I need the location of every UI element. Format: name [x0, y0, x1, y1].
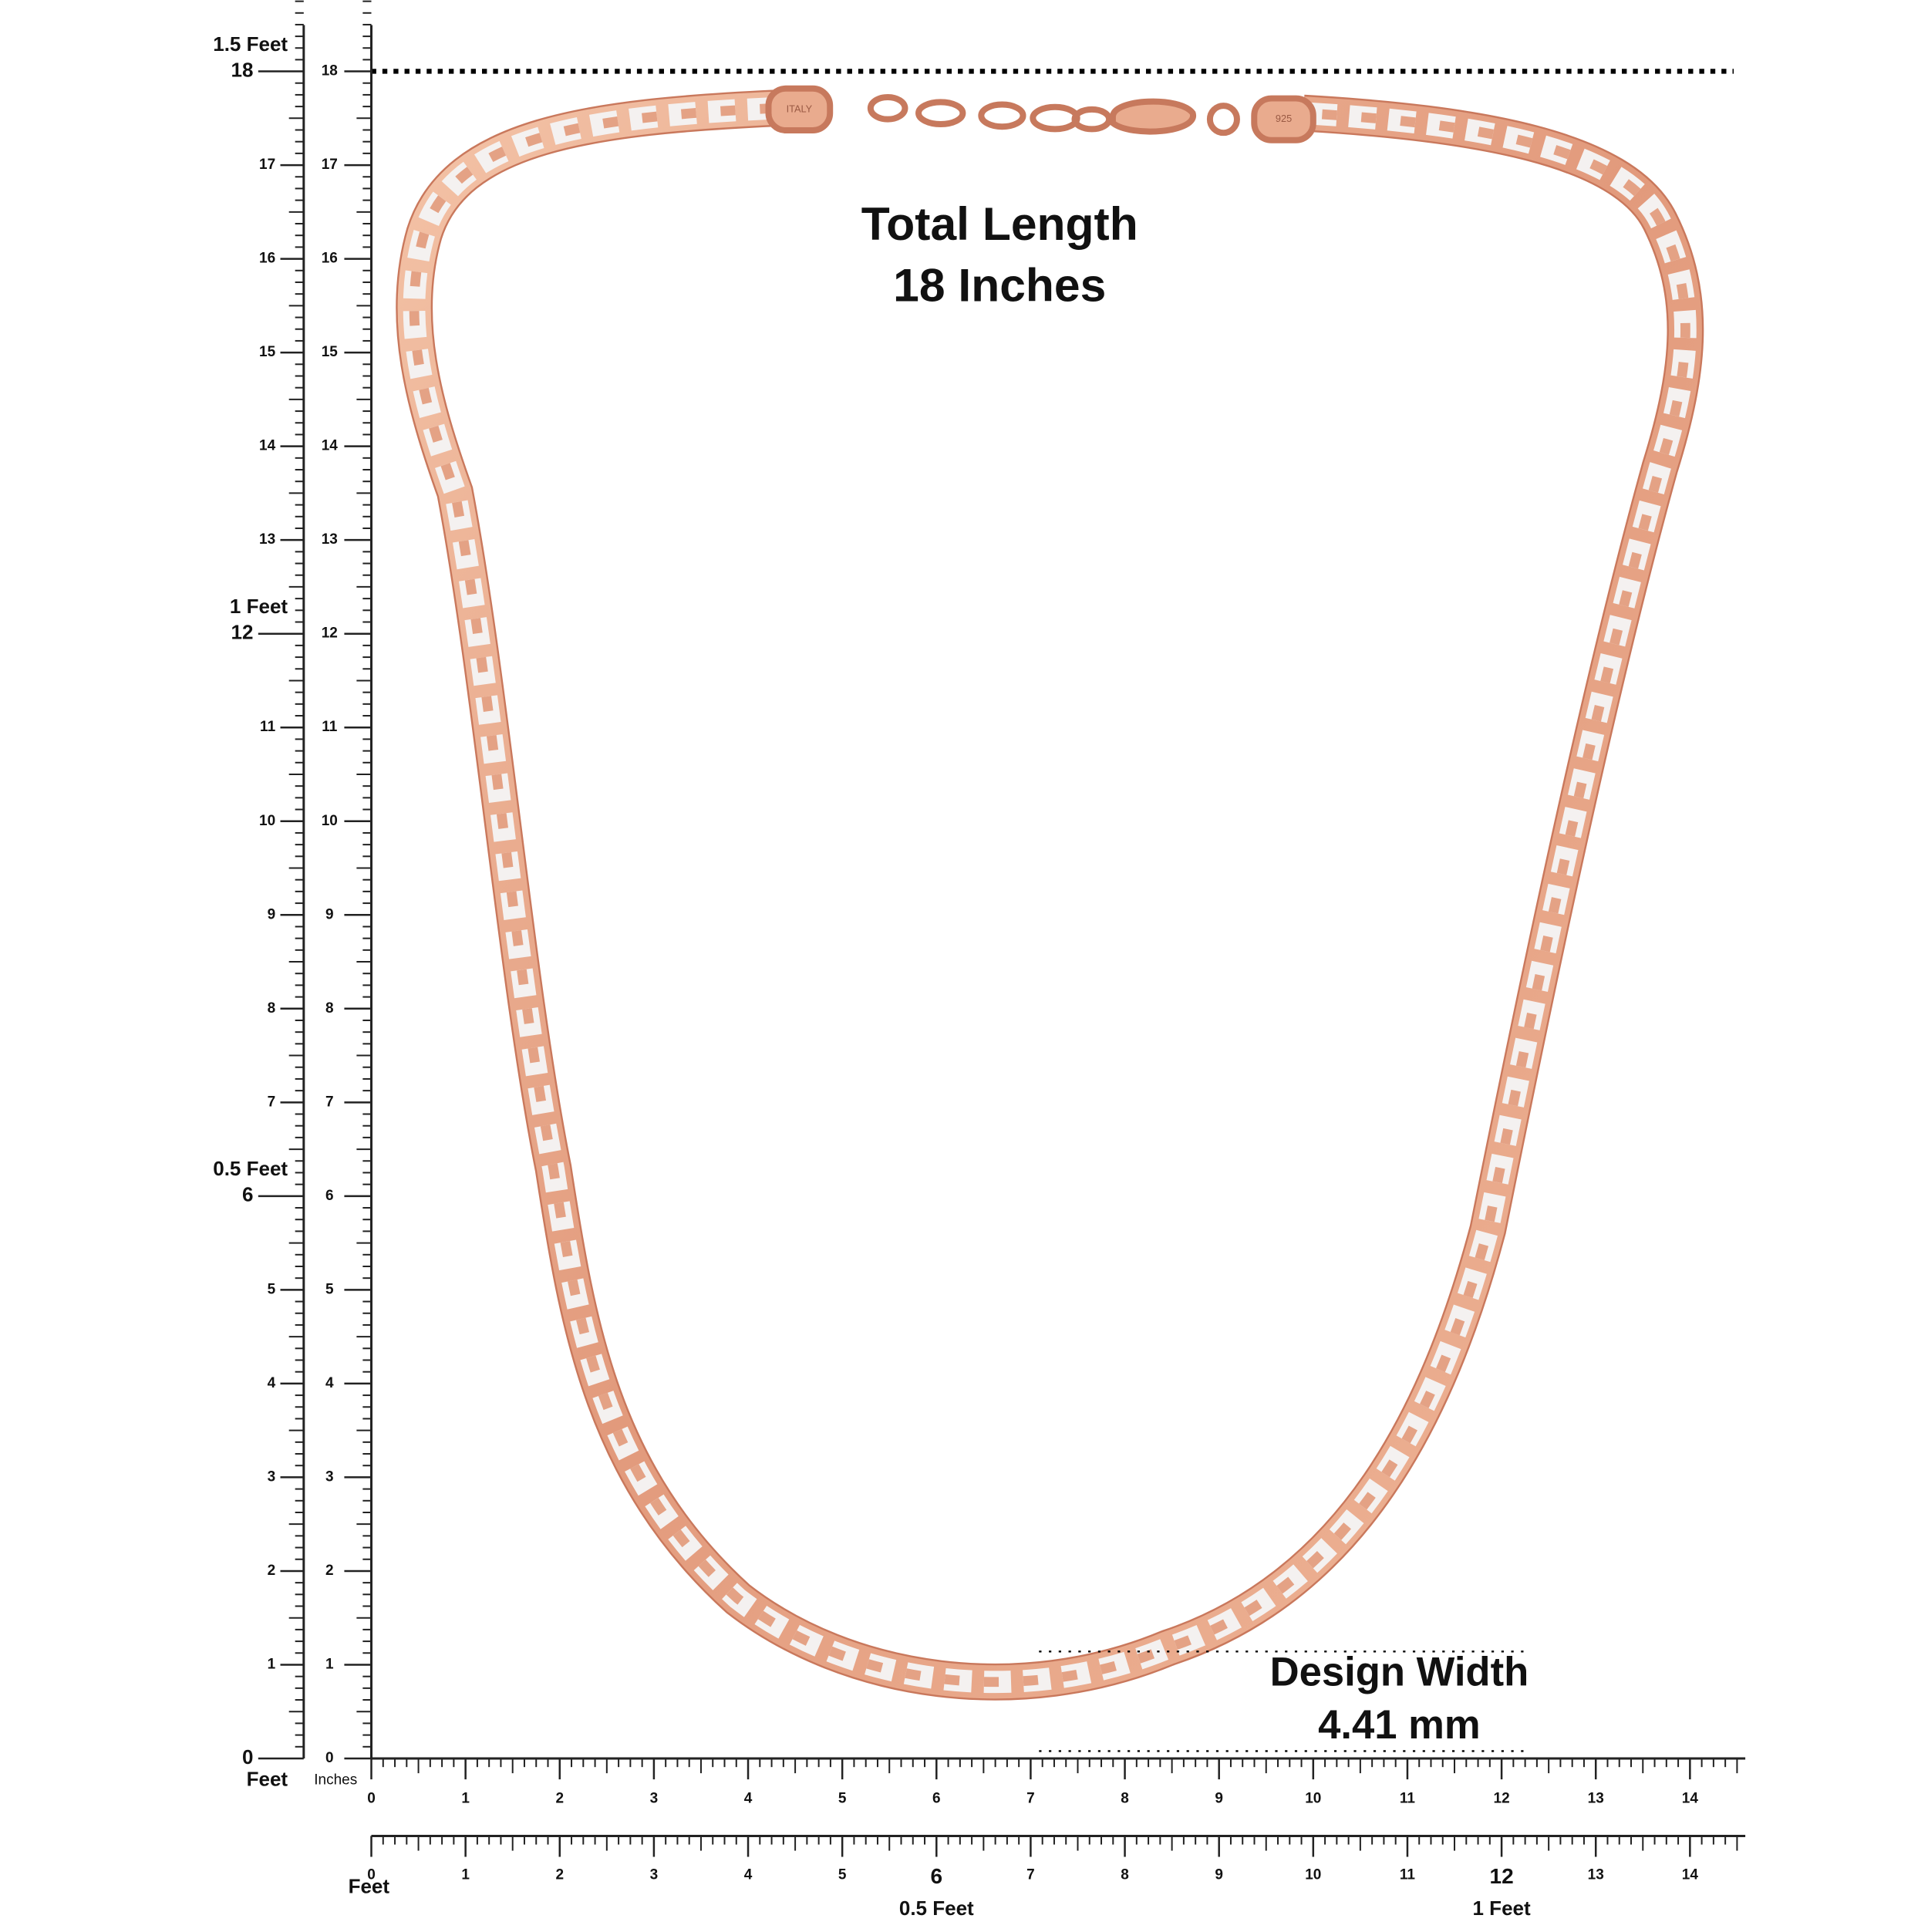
x-tick-label: 11 [1400, 1866, 1416, 1883]
x-tick-label: 1 [461, 1791, 470, 1807]
y-tick-label: 16 [259, 251, 275, 267]
x-tick-label: 2 [555, 1866, 564, 1883]
y-tick-label: 3 [325, 1468, 334, 1485]
x-tick-label: 8 [1121, 1791, 1129, 1807]
y-tick-label: 12 [231, 621, 254, 644]
y-tick-label: 11 [260, 719, 276, 735]
y-tick-label: 15 [322, 344, 339, 360]
feet-label: 1.5 Feet [213, 32, 288, 56]
y-tick-label: 7 [325, 1094, 334, 1110]
y-tick-label: 10 [322, 813, 338, 829]
y-tick-label: 0 [242, 1745, 253, 1768]
y-tick-label: 3 [268, 1468, 276, 1485]
x-tick-label: 6 [931, 1864, 943, 1888]
x-tick-label: 4 [744, 1791, 753, 1807]
y-tick-label: 9 [268, 906, 276, 922]
y-tick-label: 8 [268, 1000, 276, 1017]
x-tick-label: 12 [1490, 1864, 1514, 1888]
y-tick-label: 18 [231, 58, 254, 81]
y-tick-label: 13 [259, 531, 275, 548]
y-tick-label: 13 [322, 531, 338, 548]
y-tick-label: 2 [325, 1563, 334, 1579]
y-tick-label: 12 [322, 625, 338, 642]
x-tick-label: 8 [1121, 1866, 1129, 1883]
y-tick-label: 4 [325, 1375, 334, 1391]
y-tick-label: 16 [322, 251, 338, 267]
y-tick-label: 17 [259, 157, 275, 173]
y-tick-label: 17 [322, 157, 338, 173]
y-tick-label: 10 [259, 813, 275, 829]
x-tick-label: 13 [1588, 1791, 1604, 1807]
annotation: Total Length [861, 197, 1138, 250]
x-tick-label: 1 [461, 1866, 470, 1883]
y-tick-label: 18 [322, 63, 338, 79]
annotation: 4.41 mm [1318, 1702, 1481, 1748]
x-tick-label: 9 [1215, 1791, 1223, 1807]
chain-pattern-inner [409, 103, 1690, 1688]
necklace: ITALY 925 Total Length 18 Inches Design … [371, 69, 1734, 1752]
y-tick-label: 15 [259, 344, 276, 360]
y-tick-label: 11 [322, 719, 338, 735]
feet-label: Feet [349, 1874, 390, 1897]
x-tick-label: 4 [744, 1866, 753, 1883]
x-tick-label: 3 [650, 1791, 659, 1807]
y-tick-label: 1 [325, 1656, 334, 1672]
y-tick-label: 1 [268, 1656, 276, 1672]
annotation: Design Width [1270, 1649, 1529, 1694]
clasp [765, 85, 1316, 143]
y-tick-label: 7 [268, 1094, 276, 1110]
x-tick-label: 3 [650, 1866, 659, 1883]
x-tick-label: 14 [1682, 1791, 1699, 1807]
feet-label: 0.5 Feet [213, 1157, 288, 1180]
feet-label: 1 Feet [1473, 1897, 1531, 1920]
y-tick-label: 5 [268, 1281, 276, 1297]
y-tick-label: 6 [242, 1183, 253, 1206]
x-tick-label: 0 [367, 1791, 376, 1807]
x-tick-label: 13 [1588, 1866, 1604, 1883]
y-tick-label: 14 [322, 438, 339, 454]
x-tick-label: 12 [1494, 1791, 1510, 1807]
y-tick-label: 2 [268, 1563, 276, 1579]
x-tick-label: 0 [367, 1866, 376, 1883]
feet-label: 1 Feet [230, 595, 288, 618]
x-tick-label: 2 [555, 1791, 564, 1807]
feet-label: 0.5 Feet [899, 1897, 974, 1920]
y-tick-label: 14 [259, 438, 276, 454]
clasp-stamp: 925 [1276, 113, 1292, 124]
x-tick-label: 7 [1026, 1866, 1035, 1883]
feet-label: Feet [247, 1768, 288, 1791]
clasp-stamp: ITALY [787, 103, 813, 114]
y-tick-label: 9 [325, 906, 334, 922]
x-tick-label: 6 [932, 1791, 941, 1807]
x-tick-label: 11 [1400, 1791, 1416, 1807]
y-tick-label: 0 [325, 1750, 334, 1766]
x-tick-label: 9 [1215, 1866, 1223, 1883]
y-tick-label: 8 [325, 1000, 334, 1017]
y-tick-label: 6 [325, 1188, 334, 1204]
x-tick-label: 10 [1305, 1866, 1321, 1883]
x-tick-label: 10 [1305, 1791, 1321, 1807]
unit-label: Inches [314, 1772, 357, 1789]
x-tick-label: 7 [1026, 1791, 1035, 1807]
y-tick-label: 4 [268, 1375, 276, 1391]
x-tick-label: 5 [838, 1791, 847, 1807]
x-tick-label: 5 [838, 1866, 847, 1883]
x-tick-label: 14 [1682, 1866, 1699, 1883]
chain-edge [396, 89, 1704, 1701]
annotation: 18 Inches [893, 259, 1106, 312]
y-tick-label: 5 [325, 1281, 334, 1297]
